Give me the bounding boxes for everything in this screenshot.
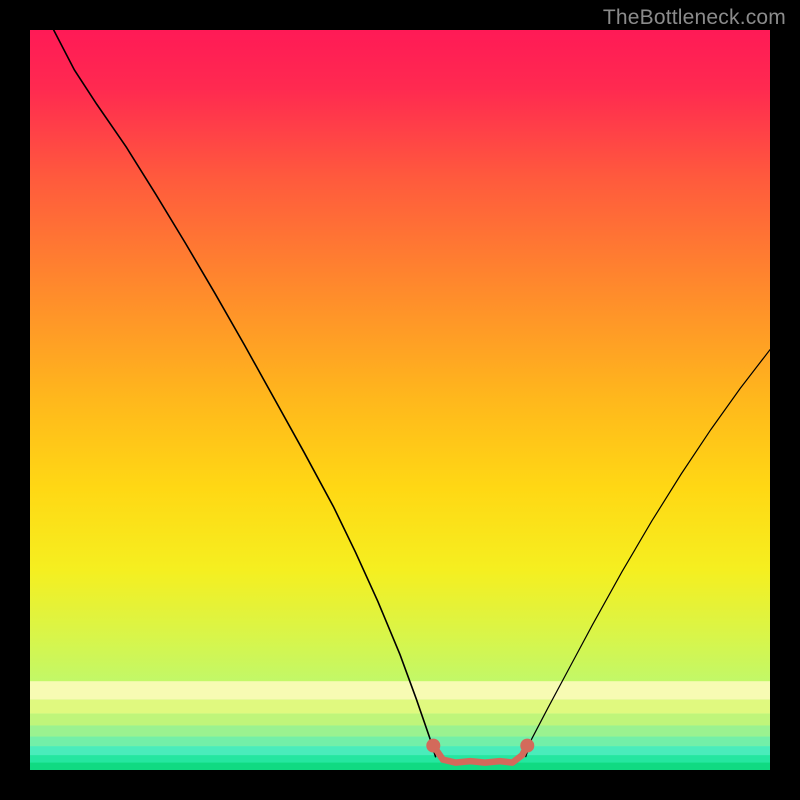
- color-band: [30, 763, 770, 770]
- flat-cap-left: [426, 739, 440, 753]
- color-band: [30, 700, 770, 714]
- color-band: [30, 726, 770, 737]
- chart-stage: TheBottleneck.com: [0, 0, 800, 800]
- bottleneck-chart-svg: [0, 0, 800, 800]
- gradient-background: [30, 30, 770, 770]
- flat-cap-right: [520, 739, 534, 753]
- color-band: [30, 737, 770, 747]
- color-band: [30, 755, 770, 762]
- color-band: [30, 681, 770, 700]
- color-band: [30, 714, 770, 726]
- color-band: [30, 746, 770, 755]
